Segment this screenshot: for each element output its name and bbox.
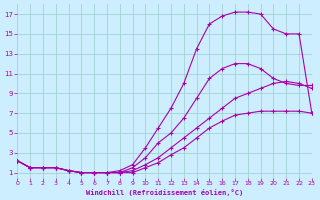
- X-axis label: Windchill (Refroidissement éolien,°C): Windchill (Refroidissement éolien,°C): [86, 189, 243, 196]
